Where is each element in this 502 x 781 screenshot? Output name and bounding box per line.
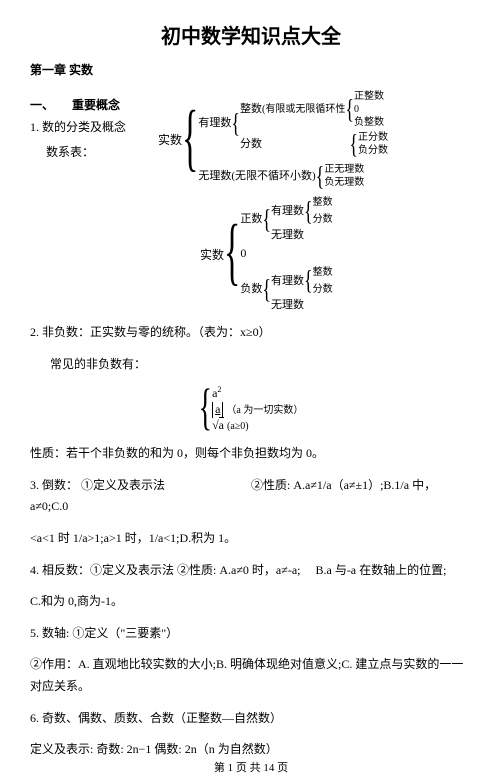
tree1-irrational: 无理数(无限不循环小数): [198, 169, 315, 183]
item-1-sub: 数系表：: [46, 143, 94, 160]
item-1: 1. 数的分类及概念: [30, 118, 126, 135]
number-system-tree-1: 实数 { 有理数 { 整数 (有限或无限循环性 { 正整数: [158, 90, 388, 189]
item-4: 4. 相反数：①定义及表示法 ②性质: A.a≠0 时，a≠-a;: [30, 563, 300, 577]
item-5b: ②作用：A. 直观地比较实数的大小;B. 明确体现绝对值意义;C. 建立点与实数…: [30, 654, 472, 697]
number-system-tree-2: 实数 { 正数 { 有理数 { 整数 分数: [200, 196, 472, 312]
nonneg-formula: { a2 a （a 为一切实数） √a (a≥0): [30, 385, 472, 433]
document-title: 初中数学知识点大全: [30, 20, 472, 49]
footer-mid: 页 共: [233, 762, 263, 774]
footer-pre: 第: [214, 762, 228, 774]
section-number: 一、: [30, 98, 54, 112]
item-4-row: 4. 相反数：①定义及表示法 ②性质: A.a≠0 时，a≠-a; B.a 与-…: [30, 560, 472, 582]
tree1-root: 实数: [158, 131, 182, 148]
footer-suf: 页: [274, 762, 288, 774]
item-6: 6. 奇数、偶数、质数、合数（正整数—自然数）: [30, 708, 472, 730]
tree2-neg-rational: 有理数: [271, 274, 304, 288]
tree1-fraction: 分数: [240, 137, 262, 151]
footer-total: 14: [263, 762, 274, 774]
tree2-negative: 负数: [240, 282, 262, 296]
item-6b: 定义及表示: 奇数: 2n−1 偶数: 2n（n 为自然数）: [30, 739, 472, 761]
tree1-pos-frac: 正分数: [358, 131, 388, 144]
tree1-integer: 整数: [240, 102, 262, 116]
tree2-zero: 0: [240, 246, 332, 262]
tree2-neg-int: 整数: [313, 266, 333, 279]
formula-abs-a: a: [212, 402, 223, 418]
tree1-neg-frac: 负分数: [358, 144, 388, 157]
tree1-neg-irr: 负无理数: [324, 176, 364, 189]
page-footer: 第 1 页 共 14 页: [0, 759, 502, 775]
tree2-neg-frac: 分数: [313, 283, 333, 296]
formula-note-1: （a 为一切实数）: [226, 405, 303, 416]
tree2-pos-rational: 有理数: [271, 204, 304, 218]
tree1-zero: 0: [354, 103, 384, 116]
item-4b: B.a 与-a 在数轴上的位置;: [315, 563, 446, 577]
chapter-heading: 第一章 实数: [30, 61, 472, 78]
tree1-rational: 有理数: [198, 116, 231, 130]
property-text: 性质：若干个非负数的和为 0，则每个非负担数均为 0。: [30, 443, 472, 465]
tree2-pos-frac: 分数: [313, 213, 333, 226]
tree1-note: (有限或无限循环性: [262, 103, 345, 116]
tree2-pos-irrational: 无理数: [271, 228, 333, 242]
item-2: 2. 非负数：正实数与零的统称。（表为：x≥0）: [30, 322, 472, 344]
section-label: 重要概念: [72, 98, 120, 112]
formula-sup: 2: [217, 385, 221, 394]
item-2-sub: 常见的非负数有：: [50, 354, 472, 376]
tree1-pos-int: 正整数: [354, 90, 384, 103]
tree1-pos-irr: 正无理数: [324, 163, 364, 176]
tree2-neg-irrational: 无理数: [271, 298, 333, 312]
item-3c: <a<1 时 1/a>1;a>1 时，1/a<1;D.积为 1。: [30, 528, 472, 550]
formula-note-2: (a≥0): [227, 421, 249, 432]
tree2-pos-int: 整数: [313, 196, 333, 209]
formula-sqrt: √a: [212, 418, 224, 434]
tree1-neg-int: 负整数: [354, 116, 384, 129]
tree2-positive: 正数: [240, 212, 262, 226]
item-3-row: 3. 倒数： ①定义及表示法 ②性质: A.a≠1/a（a≠±1）;B.1/a …: [30, 475, 472, 518]
item-4c: C.和为 0,商为-1。: [30, 591, 472, 613]
item-3: 3. 倒数： ①定义及表示法: [30, 478, 165, 492]
tree2-root: 实数: [200, 246, 224, 263]
item-5: 5. 数轴: ①定义（"三要素"）: [30, 623, 472, 645]
